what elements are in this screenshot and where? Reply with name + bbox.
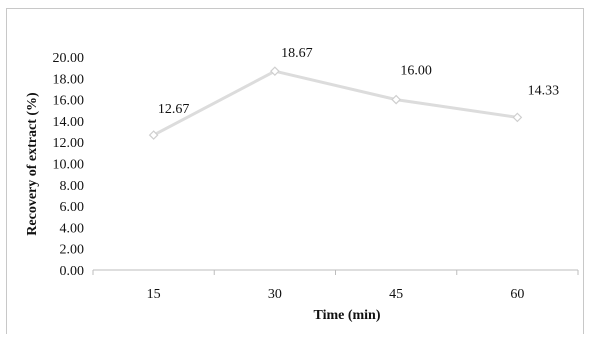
y-tick-label: 0.00 bbox=[60, 264, 85, 279]
data-point-marker bbox=[512, 112, 523, 123]
y-tick-label: 6.00 bbox=[60, 200, 85, 215]
x-tick-marks bbox=[92, 270, 579, 275]
data-labels: 12.67 18.67 16.00 14.33 bbox=[158, 46, 559, 117]
y-axis-title: Recovery of extract (%) bbox=[25, 92, 40, 236]
y-tick-label: 4.00 bbox=[60, 221, 85, 236]
chart-frame bbox=[6, 8, 584, 334]
x-tick-label: 30 bbox=[268, 287, 282, 302]
data-label: 14.33 bbox=[528, 83, 560, 98]
series-line bbox=[152, 69, 518, 137]
y-tick-label: 20.00 bbox=[53, 51, 85, 66]
data-point-marker bbox=[391, 94, 401, 105]
x-tick-label: 15 bbox=[147, 287, 161, 302]
data-point-marker bbox=[270, 66, 280, 77]
y-tick-labels: 0.00 2.00 4.00 6.00 8.00 10.00 12.00 14.00 16.00… bbox=[53, 51, 85, 279]
x-tick-label: 60 bbox=[510, 287, 524, 302]
data-label: 16.00 bbox=[400, 64, 432, 79]
data-label: 18.67 bbox=[281, 46, 313, 61]
x-tick-label: 45 bbox=[389, 287, 403, 302]
data-point-marker bbox=[148, 130, 159, 140]
x-tick-labels: 15 30 45 60 bbox=[147, 287, 525, 302]
y-tick-label: 16.00 bbox=[53, 94, 85, 109]
y-tick-label: 8.00 bbox=[60, 179, 85, 194]
y-tick-label: 2.00 bbox=[60, 243, 85, 258]
data-label: 12.67 bbox=[158, 102, 190, 117]
y-tick-label: 12.00 bbox=[53, 136, 85, 151]
x-axis-title: Time (min) bbox=[313, 308, 380, 323]
y-tick-label: 14.00 bbox=[53, 115, 85, 130]
y-tick-label: 10.00 bbox=[53, 158, 85, 173]
y-tick-label: 18.00 bbox=[53, 72, 85, 87]
data-points bbox=[148, 66, 523, 140]
